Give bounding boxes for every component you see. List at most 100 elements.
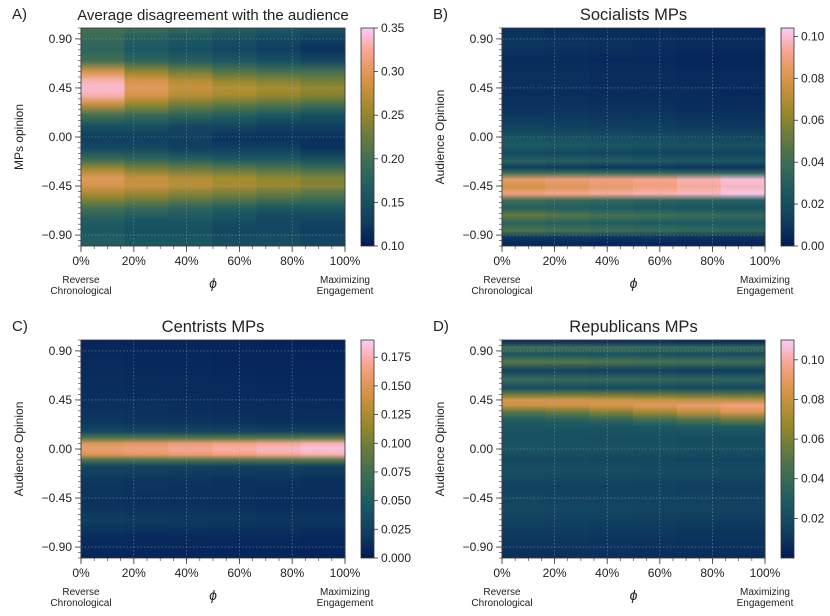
colorbar-tick-label: 0.175	[381, 350, 411, 364]
x-end-label-right: Engagement	[737, 598, 794, 609]
colorbar-gradient	[360, 339, 375, 559]
colorbar-tick-label: 0.10	[381, 239, 405, 253]
y-tick-label: −0.45	[463, 491, 494, 505]
panel-label: C)	[12, 318, 28, 335]
x-tick-label: 80%	[280, 566, 304, 580]
x-end-label-right: Engagement	[317, 286, 374, 297]
x-end-label-right: Maximizing	[320, 587, 370, 598]
panel-1: 0.90 0.45 0.00 −0.45 −0.90 0% 20% 40% 60% 80% 100%…	[12, 6, 405, 297]
colorbar-tick-label: 0.02	[801, 511, 825, 525]
x-tick-label: 0%	[72, 254, 90, 268]
y-tick-label: 0.90	[49, 32, 73, 46]
chart-title: Socialists MPs	[580, 6, 687, 24]
colorbar-tick-label: 0.100	[381, 436, 411, 450]
colorbar-tick-label: 0.08	[801, 71, 825, 85]
y-tick-label: 0.90	[49, 344, 73, 358]
x-end-label-left: Reverse	[483, 587, 521, 598]
colorbar-tick-label: 0.000	[381, 551, 411, 565]
x-tick-label: 60%	[227, 254, 251, 268]
x-tick-label: 80%	[280, 254, 304, 268]
chart-title: Average disagreement with the audience	[77, 7, 349, 24]
colorbar: 0.00 0.02 0.04 0.06 0.08 0.10	[780, 27, 825, 253]
x-end-label-left: Chronological	[471, 286, 532, 297]
x-tick-label: 0%	[493, 566, 511, 580]
x-tick-label: 40%	[595, 566, 619, 580]
colorbar-tick-label: 0.10	[801, 353, 825, 367]
y-tick-label: −0.45	[42, 179, 73, 193]
x-tick-label: 20%	[122, 566, 146, 580]
colorbar-tick-label: 0.25	[381, 108, 405, 122]
x-tick-label: 20%	[543, 254, 567, 268]
colorbar-tick-label: 0.20	[381, 152, 405, 166]
colorbar-tick-label: 0.02	[801, 197, 825, 211]
x-end-label-right: Maximizing	[740, 587, 790, 598]
y-tick-label: −0.90	[42, 228, 73, 242]
x-tick-label: 40%	[175, 254, 199, 268]
x-end-label-right: Engagement	[317, 598, 374, 609]
colorbar-tick-label: 0.30	[381, 65, 405, 79]
x-tick-label: 40%	[175, 566, 199, 580]
colorbar-tick-label: 0.150	[381, 379, 411, 393]
colorbar-tick-label: 0.15	[381, 195, 405, 209]
panel-2: 0.90 0.45 0.00 −0.45 −0.90 0% 20% 40% 60% 80% 100%…	[433, 6, 825, 297]
colorbar-gradient	[780, 339, 795, 559]
x-end-label-left: Reverse	[62, 275, 100, 286]
x-end-label-right: Maximizing	[740, 275, 790, 286]
x-tick-label: 0%	[72, 566, 90, 580]
colorbar-tick-label: 0.025	[381, 522, 411, 536]
panel-label: D)	[433, 318, 449, 335]
x-end-label-right: Maximizing	[320, 275, 370, 286]
x-tick-label: 80%	[700, 566, 724, 580]
chart-title: Republicans MPs	[569, 318, 697, 336]
y-tick-label: 0.00	[470, 130, 494, 144]
y-tick-label: 0.90	[470, 32, 494, 46]
colorbar-tick-label: 0.00	[801, 239, 825, 253]
colorbar-tick-label: 0.04	[801, 155, 825, 169]
y-tick-label: 0.00	[49, 130, 73, 144]
x-tick-label: 100%	[750, 566, 781, 580]
y-tick-label: −0.45	[463, 179, 494, 193]
x-tick-label: 100%	[330, 566, 361, 580]
x-end-label-left: Chronological	[471, 598, 532, 609]
x-tick-label: 20%	[543, 566, 567, 580]
colorbar: 0.000 0.025 0.050 0.075 0.100 0.125 0.150 0.175	[360, 339, 411, 565]
x-tick-label: 0%	[493, 254, 511, 268]
x-tick-label: 80%	[700, 254, 724, 268]
colorbar-tick-label: 0.050	[381, 494, 411, 508]
x-end-label-left: Chronological	[50, 598, 111, 609]
colorbar-tick-label: 0.10	[801, 29, 825, 43]
y-tick-label: 0.00	[470, 442, 494, 456]
y-tick-label: −0.45	[42, 491, 73, 505]
y-tick-label: 0.45	[470, 393, 494, 407]
colorbar-tick-label: 0.08	[801, 392, 825, 406]
colorbar-gradient	[780, 27, 795, 247]
colorbar-tick-label: 0.06	[801, 432, 825, 446]
y-tick-label: −0.90	[463, 540, 494, 554]
y-axis-label: MPs opinion	[12, 104, 26, 170]
y-tick-label: 0.00	[49, 442, 73, 456]
x-end-label-left: Reverse	[483, 275, 521, 286]
y-tick-label: 0.45	[470, 81, 494, 95]
x-tick-label: 60%	[648, 566, 672, 580]
panel-label: B)	[433, 6, 448, 23]
colorbar-tick-label: 0.04	[801, 472, 825, 486]
colorbar-gradient	[360, 27, 375, 247]
y-tick-label: 0.45	[49, 81, 73, 95]
y-tick-label: −0.90	[42, 540, 73, 554]
y-axis-label: Audience Opinion	[433, 90, 447, 185]
colorbar: 0.02 0.04 0.06 0.08 0.10	[780, 339, 825, 559]
y-tick-label: −0.90	[463, 228, 494, 242]
x-tick-label: 40%	[595, 254, 619, 268]
x-axis-label: ϕ	[630, 275, 638, 291]
x-axis-label: ϕ	[209, 587, 217, 603]
panel-label: A)	[12, 6, 27, 23]
y-tick-label: 0.45	[49, 393, 73, 407]
x-end-label-left: Reverse	[62, 587, 100, 598]
x-axis-label: ϕ	[630, 587, 638, 603]
x-tick-label: 60%	[648, 254, 672, 268]
colorbar-tick-label: 0.125	[381, 408, 411, 422]
colorbar-tick-label: 0.35	[381, 21, 405, 35]
x-axis-label: ϕ	[209, 275, 217, 291]
colorbar: 0.10 0.15 0.20 0.25 0.30 0.35	[360, 21, 405, 253]
